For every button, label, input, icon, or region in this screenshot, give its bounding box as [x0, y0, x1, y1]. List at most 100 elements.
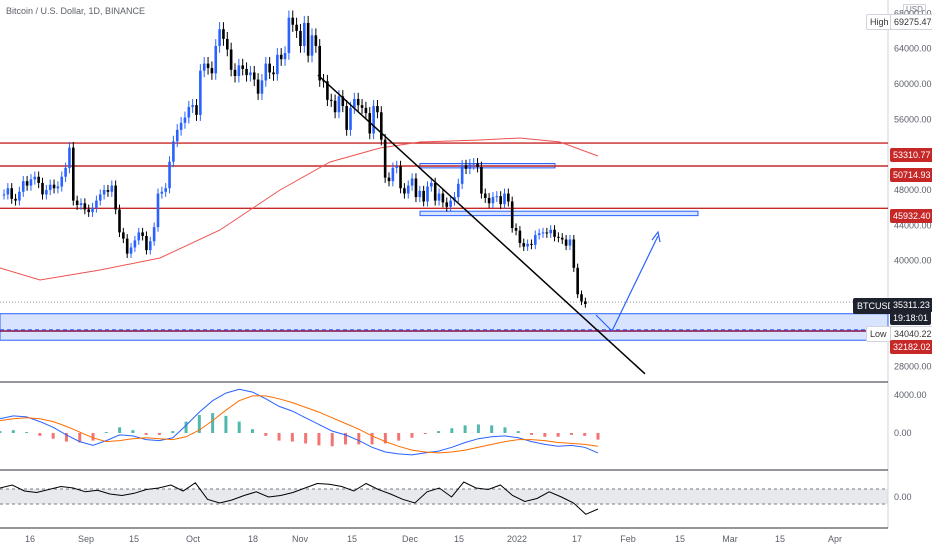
- candle-body-34: [133, 240, 137, 248]
- candle-body-107: [414, 178, 418, 198]
- candle-body-115: [445, 202, 449, 207]
- x-tick-label-2: 15: [129, 534, 139, 544]
- candle-body-37: [145, 235, 148, 251]
- candle-body-119: [460, 165, 464, 184]
- x-tick-label-13: Mar: [722, 534, 738, 544]
- macd-hist-14: [184, 421, 188, 433]
- macd-hist-20: [264, 433, 268, 436]
- candle-body-29: [114, 185, 117, 210]
- candle-body-6: [25, 181, 29, 186]
- candle-body-82: [318, 45, 321, 81]
- candle-body-33: [129, 247, 133, 254]
- candle-body-45: [175, 129, 179, 142]
- candle-body-7: [29, 179, 33, 186]
- candle-body-51: [199, 70, 202, 115]
- y-tick-label-3: 56000.00: [894, 114, 932, 124]
- macd-line-0: [0, 388, 599, 456]
- x-tick-label-14: 15: [775, 534, 785, 544]
- macd-hist-11: [144, 433, 148, 435]
- zone-1: [419, 210, 699, 217]
- macd-hist-8: [104, 432, 108, 434]
- moving-average-line: [0, 137, 599, 281]
- candle-body-149: [576, 267, 579, 295]
- macd-hist-1: [11, 430, 15, 433]
- candle-body-81: [314, 35, 318, 46]
- candle-body-143: [553, 229, 556, 237]
- candle-body-21: [83, 203, 87, 210]
- candle-body-76: [295, 24, 298, 31]
- candle-body-135: [522, 243, 526, 247]
- candle-body-94: [364, 107, 368, 114]
- candle-body-75: [291, 17, 295, 25]
- x-tick-label-8: 15: [454, 534, 464, 544]
- projection-path: [595, 235, 659, 333]
- level-tag-2: 50714.93: [890, 168, 932, 182]
- y-tick-label-9: 28000.00: [894, 362, 932, 372]
- candle-body-139: [537, 233, 541, 236]
- candle-body-62: [241, 65, 244, 69]
- candle-body-151: [584, 301, 587, 304]
- candle-body-55: [214, 45, 218, 74]
- rsi-band: [0, 489, 888, 504]
- candle-body-10: [41, 182, 44, 195]
- candle-body-44: [172, 141, 175, 162]
- x-tick-label-9: 2022: [507, 534, 527, 544]
- candle-body-31: [122, 232, 125, 239]
- candle-body-20: [79, 203, 83, 206]
- macd-hist-43: [569, 433, 573, 435]
- candle-body-113: [437, 193, 441, 201]
- candle-body-69: [268, 63, 271, 73]
- candle-body-54: [210, 68, 214, 74]
- candle-body-114: [441, 193, 445, 203]
- candle-body-30: [118, 209, 121, 233]
- candle-body-106: [410, 178, 414, 186]
- candle-body-104: [403, 188, 406, 194]
- candle-body-118: [457, 183, 460, 198]
- candle-body-110: [426, 186, 429, 202]
- candle-body-146: [564, 239, 568, 246]
- macd-hist-21: [277, 433, 281, 441]
- countdown: 19:18:01: [890, 311, 932, 325]
- x-tick-label-5: Nov: [292, 534, 309, 544]
- candle-body-9: [37, 176, 40, 183]
- macd-hist-36: [476, 424, 480, 433]
- macd-hist-39: [516, 431, 520, 433]
- candle-body-127: [491, 197, 495, 204]
- candle-body-116: [449, 200, 452, 207]
- candle-body-138: [534, 235, 537, 245]
- candle-body-80: [310, 35, 314, 56]
- candle-body-43: [168, 161, 171, 189]
- macd-hist-0: [0, 431, 2, 433]
- y-tick-label-7: 40000.00: [894, 256, 932, 266]
- candle-body-47: [183, 117, 187, 123]
- macd-hist-23: [304, 433, 308, 444]
- macd-tick-0: 4000.00: [894, 390, 927, 400]
- candle-body-5: [21, 181, 25, 192]
- candle-body-99: [383, 139, 387, 178]
- candle-body-136: [526, 243, 529, 247]
- candle-body-101: [391, 167, 395, 182]
- candle-body-129: [499, 196, 502, 205]
- candle-body-128: [495, 196, 499, 198]
- candle-body-59: [229, 49, 233, 70]
- macd-hist-6: [78, 433, 82, 443]
- candle-body-88: [341, 96, 345, 107]
- macd-hist-19: [250, 429, 254, 433]
- macd-hist-5: [64, 433, 68, 442]
- candle-body-70: [272, 72, 275, 75]
- candle-body-53: [206, 63, 210, 69]
- candle-body-27: [106, 190, 110, 192]
- y-tick-label-1: 64000.00: [894, 44, 932, 54]
- candle-body-60: [233, 69, 237, 76]
- macd-hist-13: [171, 431, 175, 433]
- rsi-line: [0, 481, 599, 515]
- candle-body-58: [226, 38, 229, 50]
- candle-body-121: [468, 164, 472, 169]
- candle-body-49: [191, 105, 194, 107]
- candle-body-100: [387, 177, 391, 182]
- candle-body-63: [245, 68, 248, 76]
- candle-body-123: [476, 163, 479, 168]
- candle-body-87: [337, 96, 341, 113]
- candle-body-147: [568, 239, 572, 246]
